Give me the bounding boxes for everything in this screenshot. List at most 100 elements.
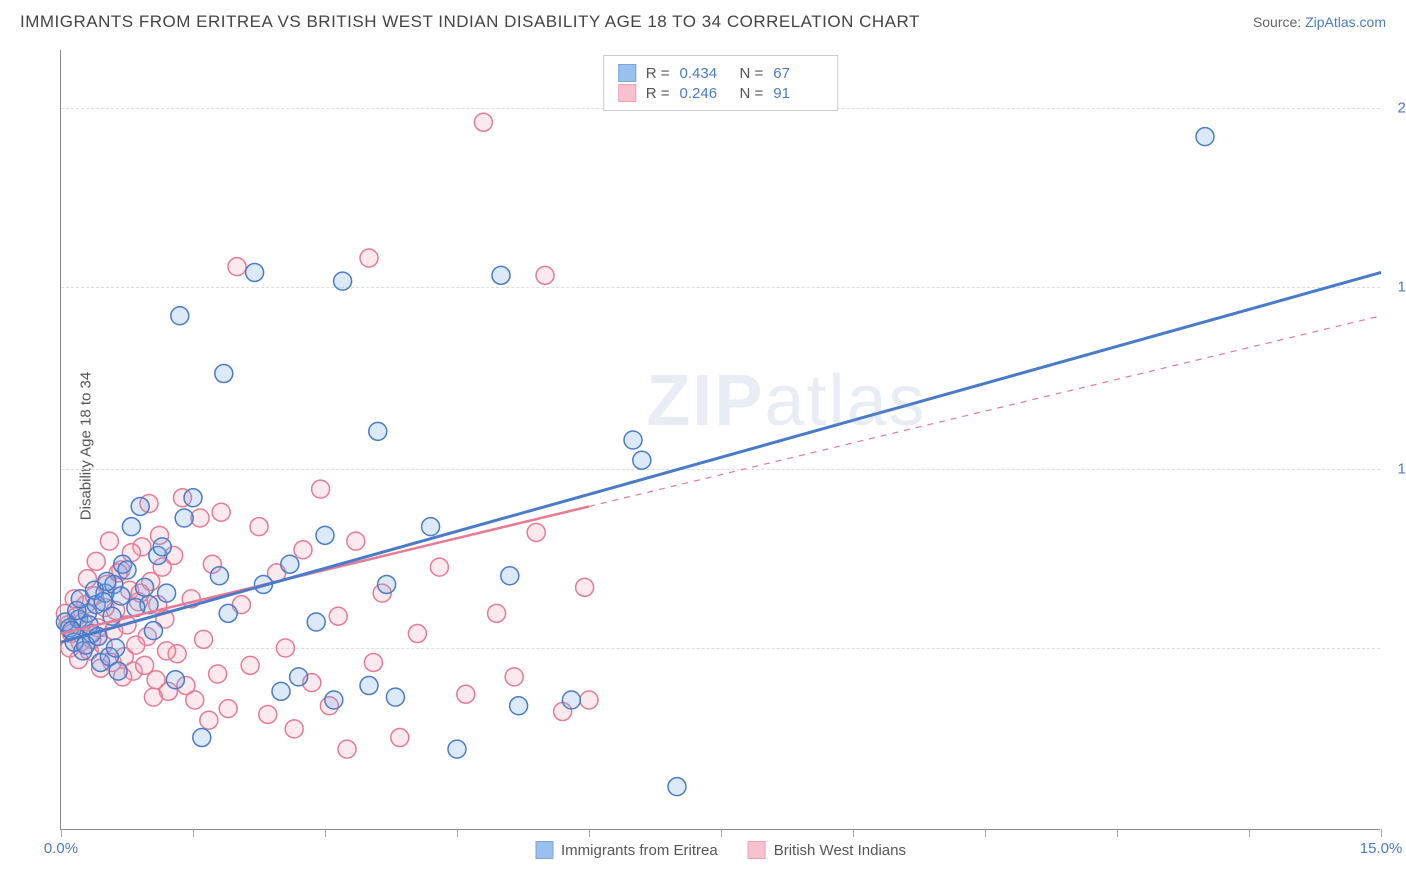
data-point (430, 558, 448, 576)
scatter-plot-svg (61, 50, 1380, 829)
xtick (1117, 829, 1118, 837)
legend-item-2: British West Indians (748, 841, 906, 859)
data-point (474, 113, 492, 131)
data-point (488, 604, 506, 622)
ytick-label: 12.5% (1385, 460, 1406, 477)
bottom-legend: Immigrants from Eritrea British West Ind… (535, 841, 906, 859)
data-point (259, 705, 277, 723)
xtick (589, 829, 590, 837)
data-point (281, 555, 299, 573)
data-point (246, 263, 264, 281)
data-point (186, 691, 204, 709)
data-point (210, 567, 228, 585)
data-point (215, 365, 233, 383)
data-point (505, 668, 523, 686)
data-point (228, 258, 246, 276)
data-point (131, 497, 149, 515)
data-point (158, 584, 176, 602)
data-point (360, 249, 378, 267)
ytick-label: 6.3% (1385, 640, 1406, 657)
data-point (492, 266, 510, 284)
data-point (166, 671, 184, 689)
data-point (219, 604, 237, 622)
legend-swatch-2 (748, 841, 766, 859)
data-point (457, 685, 475, 703)
data-point (127, 636, 145, 654)
source-link[interactable]: ZipAtlas.com (1305, 14, 1386, 30)
data-point (364, 653, 382, 671)
data-point (136, 578, 154, 596)
chart-title: IMMIGRANTS FROM ERITREA VS BRITISH WEST … (20, 12, 920, 32)
legend-swatch-1 (535, 841, 553, 859)
data-point (87, 552, 105, 570)
data-point (633, 451, 651, 469)
data-point (1196, 128, 1214, 146)
data-point (334, 272, 352, 290)
data-point (312, 480, 330, 498)
data-point (241, 656, 259, 674)
xtick (325, 829, 326, 837)
data-point (501, 567, 519, 585)
chart-plot-area: 6.3%12.5%18.8%25.0% 0.0%15.0% ZIPatlas R… (60, 50, 1380, 830)
data-point (338, 740, 356, 758)
data-point (562, 691, 580, 709)
data-point (107, 639, 125, 657)
stats-row-series-2: R = 0.246 N = 91 (618, 84, 824, 102)
data-point (171, 307, 189, 325)
source-attribution: Source: ZipAtlas.com (1253, 14, 1386, 30)
data-point (144, 622, 162, 640)
legend-item-1: Immigrants from Eritrea (535, 841, 718, 859)
data-point (325, 691, 343, 709)
data-point (329, 607, 347, 625)
xtick (61, 829, 62, 837)
trend-line (61, 272, 1381, 642)
data-point (158, 642, 176, 660)
data-point (193, 729, 211, 747)
data-point (184, 489, 202, 507)
header: IMMIGRANTS FROM ERITREA VS BRITISH WEST … (0, 0, 1406, 40)
ytick-label: 25.0% (1385, 99, 1406, 116)
data-point (347, 532, 365, 550)
data-point (576, 578, 594, 596)
data-point (276, 639, 294, 657)
data-point (624, 431, 642, 449)
data-point (122, 518, 140, 536)
xtick (853, 829, 854, 837)
data-point (307, 613, 325, 631)
swatch-series-1 (618, 64, 636, 82)
data-point (250, 518, 268, 536)
xtick (457, 829, 458, 837)
data-point (360, 677, 378, 695)
data-point (285, 720, 303, 738)
data-point (109, 662, 127, 680)
data-point (144, 688, 162, 706)
data-point (316, 526, 334, 544)
data-point (422, 518, 440, 536)
data-point (294, 541, 312, 559)
xtick-label: 15.0% (1360, 840, 1403, 857)
data-point (112, 587, 130, 605)
data-point (536, 266, 554, 284)
data-point (378, 575, 396, 593)
data-point (212, 503, 230, 521)
data-point (219, 700, 237, 718)
data-point (100, 532, 118, 550)
xtick (721, 829, 722, 837)
stats-row-series-1: R = 0.434 N = 67 (618, 64, 824, 82)
data-point (118, 561, 136, 579)
ytick-label: 18.8% (1385, 278, 1406, 295)
data-point (98, 573, 116, 591)
xtick (1381, 829, 1382, 837)
data-point (153, 538, 171, 556)
data-point (408, 625, 426, 643)
data-point (209, 665, 227, 683)
data-point (195, 630, 213, 648)
data-point (369, 422, 387, 440)
data-point (272, 682, 290, 700)
data-point (510, 697, 528, 715)
data-point (175, 509, 193, 527)
data-point (391, 729, 409, 747)
data-point (580, 691, 598, 709)
xtick (985, 829, 986, 837)
data-point (527, 523, 545, 541)
